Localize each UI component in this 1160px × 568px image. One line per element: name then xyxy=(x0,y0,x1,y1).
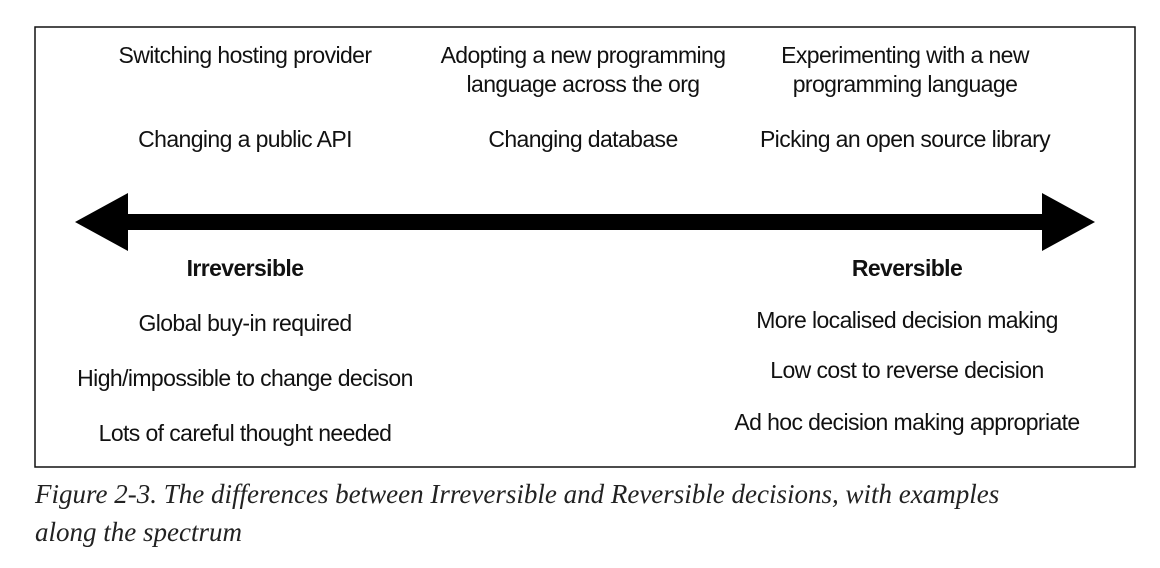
trait: Ad hoc decision making appropriate xyxy=(734,409,1079,435)
trait: More localised decision making xyxy=(756,307,1058,333)
example: Experimenting with a new xyxy=(781,42,1030,68)
example: Switching hosting provider xyxy=(119,42,373,68)
trait: High/impossible to change decison xyxy=(77,365,413,391)
trait: Lots of careful thought needed xyxy=(99,420,392,446)
pole-title: Reversible xyxy=(852,255,962,281)
caption: along the spectrum xyxy=(35,517,242,547)
example: Picking an open source library xyxy=(760,126,1051,152)
pole-title: Irreversible xyxy=(187,255,304,281)
trait: Global buy-in required xyxy=(138,310,351,336)
example: Adopting a new programming xyxy=(441,42,726,68)
trait: Low cost to reverse decision xyxy=(770,357,1043,383)
frame xyxy=(34,26,1136,468)
example: Changing a public API xyxy=(138,126,352,152)
example: language across the org xyxy=(467,71,700,97)
caption: Figure 2-3. The differences between Irre… xyxy=(34,479,999,509)
example: Changing database xyxy=(488,126,677,152)
spectrum-arrow xyxy=(75,193,1095,251)
example: programming language xyxy=(793,71,1018,97)
